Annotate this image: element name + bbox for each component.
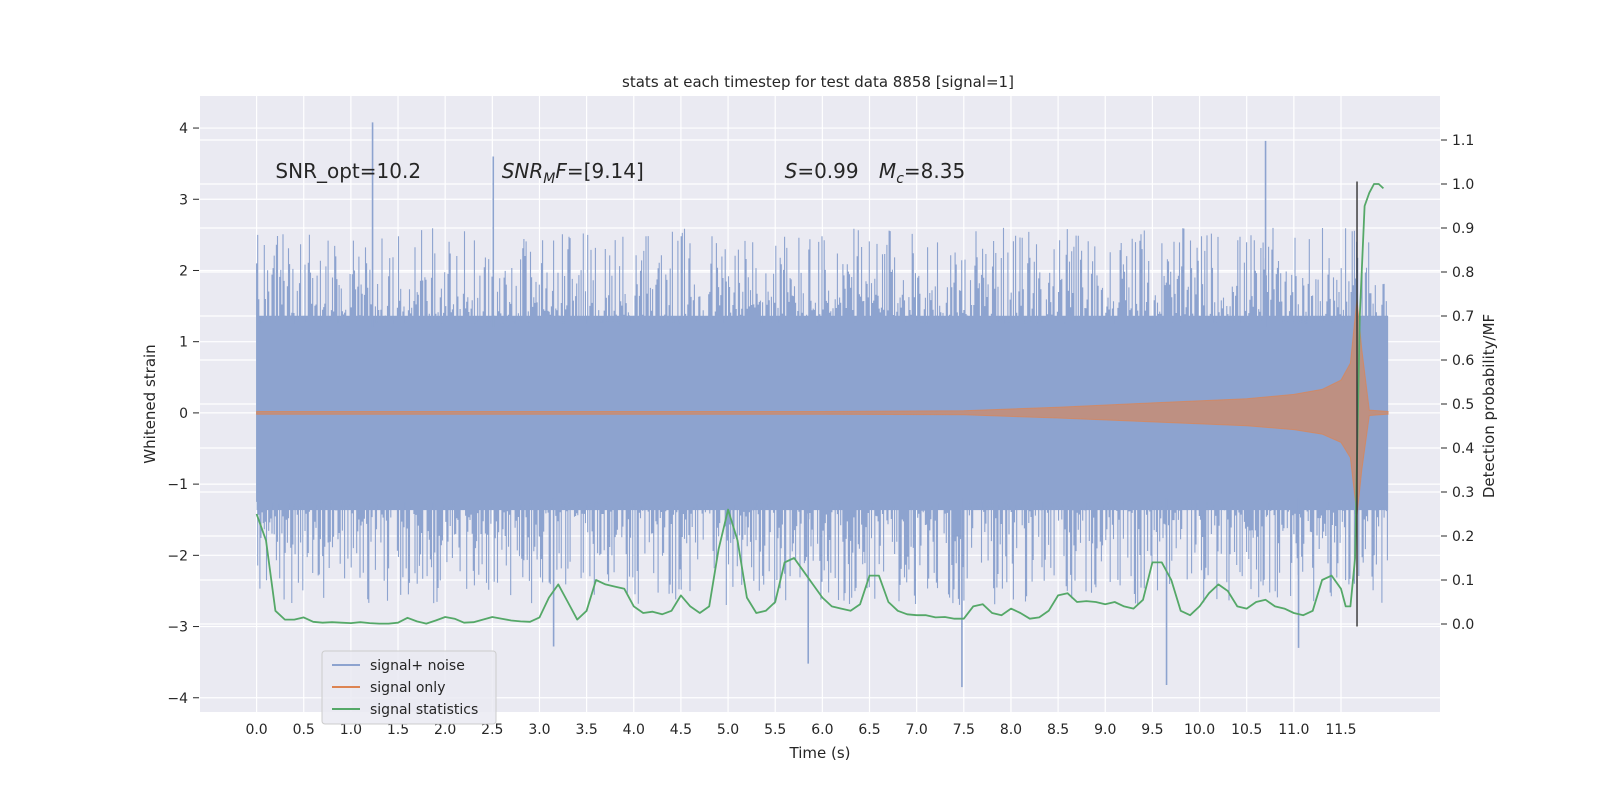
y-tick-label: −1 xyxy=(167,477,188,493)
y2-tick-label: 1.1 xyxy=(1452,133,1474,149)
annotation-snr-opt: SNR_opt=10.2 xyxy=(275,159,421,183)
y-tick-label: 0 xyxy=(179,406,188,422)
legend-label: signal statistics xyxy=(370,702,478,718)
x-tick-label: 6.0 xyxy=(811,722,833,738)
y-tick-label: 3 xyxy=(179,192,188,208)
y2-tick-label: 0.5 xyxy=(1452,397,1474,413)
x-tick-label: 5.0 xyxy=(717,722,739,738)
y-tick-label: 4 xyxy=(179,121,188,137)
y2-tick-label: 0.1 xyxy=(1452,573,1474,589)
x-tick-label: 7.5 xyxy=(953,722,975,738)
x-tick-label: 0.0 xyxy=(245,722,267,738)
x-tick-label: 5.5 xyxy=(764,722,786,738)
legend-label: signal only xyxy=(370,680,445,696)
y-tick-label: −2 xyxy=(167,548,188,564)
y-tick-label: 2 xyxy=(179,263,188,279)
annotation-mc: Mc=8.35 xyxy=(879,159,965,187)
series-signal-only xyxy=(256,298,1389,516)
x-tick-label: 11.5 xyxy=(1325,722,1356,738)
x-tick-label: 11.0 xyxy=(1278,722,1309,738)
x-axis-ticks: 0.0 0.5 1.0 1.5 2.0 2.5 3.0 3.5 4.0 4.5 5.0 5.5 6.0 6… xyxy=(245,722,1356,738)
y2-tick-label: 0.6 xyxy=(1452,353,1474,369)
x-tick-label: 0.5 xyxy=(293,722,315,738)
x-tick-label: 10.5 xyxy=(1231,722,1262,738)
x-tick-label: 7.0 xyxy=(906,722,928,738)
x-tick-label: 3.0 xyxy=(528,722,550,738)
y2-axis-label: Detection probability/MF xyxy=(1480,314,1498,498)
y-tick-label: −3 xyxy=(167,620,188,636)
y2-tick-label: 0.4 xyxy=(1452,441,1474,457)
x-tick-label: 9.0 xyxy=(1094,722,1116,738)
statistics-line xyxy=(255,183,1385,625)
x-tick-label: 10.0 xyxy=(1184,722,1215,738)
y2-tick-label: 0.7 xyxy=(1452,309,1474,325)
annotation-s: S=0.99 xyxy=(785,159,859,183)
y2-tick-label: 0.0 xyxy=(1452,617,1474,633)
series-signal-statistics xyxy=(255,183,1385,625)
x-tick-label: 4.5 xyxy=(670,722,692,738)
y2-tick-label: 0.8 xyxy=(1452,265,1474,281)
x-tick-label: 4.0 xyxy=(623,722,645,738)
x-tick-label: 2.5 xyxy=(481,722,503,738)
x-tick-label: 8.5 xyxy=(1047,722,1069,738)
x-tick-label: 9.5 xyxy=(1141,722,1163,738)
x-tick-label: 1.0 xyxy=(340,722,362,738)
y2-tick-label: 1.0 xyxy=(1452,177,1474,193)
legend-label: signal+ noise xyxy=(370,658,465,674)
y-tick-label: −4 xyxy=(167,691,188,707)
y2-tick-label: 0.9 xyxy=(1452,221,1474,237)
legend: signal+ noise signal only signal statistic… xyxy=(321,650,497,725)
annotations: SNR_opt=10.2 SNRMF=[9.14] S=0.99 Mc=8.35 xyxy=(275,159,965,187)
y2-tick-label: 0.2 xyxy=(1452,529,1474,545)
annotation-snr-mf: SNRMF=[9.14] xyxy=(502,159,644,187)
y-axis-label: Whitened strain xyxy=(141,344,159,463)
x-axis-label: Time (s) xyxy=(789,744,851,762)
x-tick-label: 1.5 xyxy=(387,722,409,738)
y-axis-ticks: −4 −3 −2 −1 0 1 2 3 4 xyxy=(167,121,199,707)
y-tick-label: 1 xyxy=(179,335,188,351)
y2-tick-label: 0.3 xyxy=(1452,485,1474,501)
chart-title: stats at each timestep for test data 885… xyxy=(622,73,1014,91)
x-tick-label: 2.0 xyxy=(434,722,456,738)
x-tick-label: 8.0 xyxy=(1000,722,1022,738)
x-tick-label: 6.5 xyxy=(858,722,880,738)
x-tick-label: 3.5 xyxy=(575,722,597,738)
signal-envelope xyxy=(256,298,1389,516)
legend-box xyxy=(321,650,497,725)
y2-axis-ticks: 0.0 0.1 0.2 0.3 0.4 0.5 0.6 0.7 0.8 0.9 1.0 1.1 xyxy=(1441,133,1474,633)
